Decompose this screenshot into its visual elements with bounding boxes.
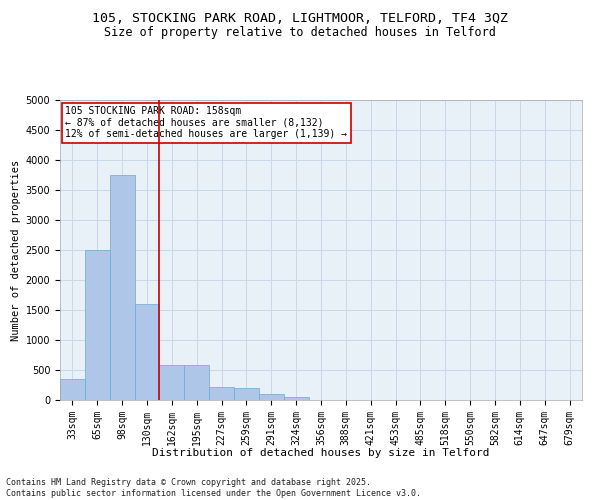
Bar [209, 387, 234, 400]
Text: 105 STOCKING PARK ROAD: 158sqm
← 87% of detached houses are smaller (8,132)
12% : 105 STOCKING PARK ROAD: 158sqm ← 87% of … [65, 106, 347, 139]
Bar [85, 250, 110, 400]
Text: 105, STOCKING PARK ROAD, LIGHTMOOR, TELFORD, TF4 3QZ: 105, STOCKING PARK ROAD, LIGHTMOOR, TELF… [92, 12, 508, 26]
X-axis label: Distribution of detached houses by size in Telford: Distribution of detached houses by size … [152, 448, 490, 458]
Y-axis label: Number of detached properties: Number of detached properties [11, 160, 22, 340]
Bar [259, 394, 284, 400]
Bar [184, 365, 209, 400]
Bar [134, 304, 160, 400]
Bar [60, 379, 85, 400]
Text: Size of property relative to detached houses in Telford: Size of property relative to detached ho… [104, 26, 496, 39]
Bar [110, 175, 134, 400]
Text: Contains HM Land Registry data © Crown copyright and database right 2025.
Contai: Contains HM Land Registry data © Crown c… [6, 478, 421, 498]
Bar [160, 365, 184, 400]
Bar [234, 388, 259, 400]
Bar [284, 397, 308, 400]
